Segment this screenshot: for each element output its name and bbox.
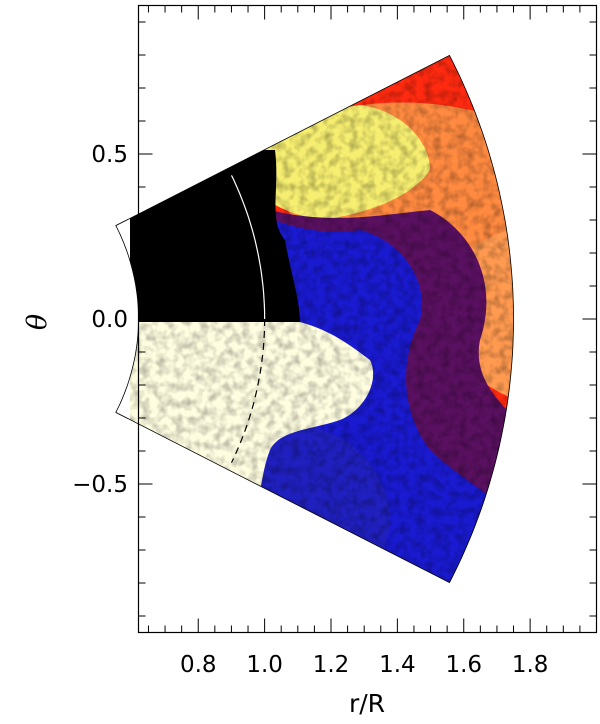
x-tick-label: 1.4 <box>379 652 416 678</box>
y-tick-label: −0.5 <box>72 472 128 498</box>
y-tick-label: 0.0 <box>91 307 128 333</box>
x-tick-label: 1.0 <box>246 652 283 678</box>
y-axis-label: θ <box>22 314 53 330</box>
x-tick-label: 1.6 <box>445 652 482 678</box>
x-axis-label: r/R <box>349 689 385 718</box>
texture-overlay <box>130 55 514 583</box>
reference-curve-upper <box>230 175 266 319</box>
wedge-regions <box>130 55 514 583</box>
y-tick-label: 0.5 <box>91 142 128 168</box>
x-tick-label: 1.8 <box>512 652 549 678</box>
wedge-outline <box>115 54 514 584</box>
reference-curve-lower <box>230 319 266 463</box>
y-ticks: 0.5 0.0 −0.5 <box>72 21 597 617</box>
x-tick-label: 0.8 <box>180 652 217 678</box>
x-tick-label: 1.2 <box>313 652 350 678</box>
x-ticks: 0.8 1.0 1.2 1.4 1.6 1.8 <box>147 5 581 678</box>
